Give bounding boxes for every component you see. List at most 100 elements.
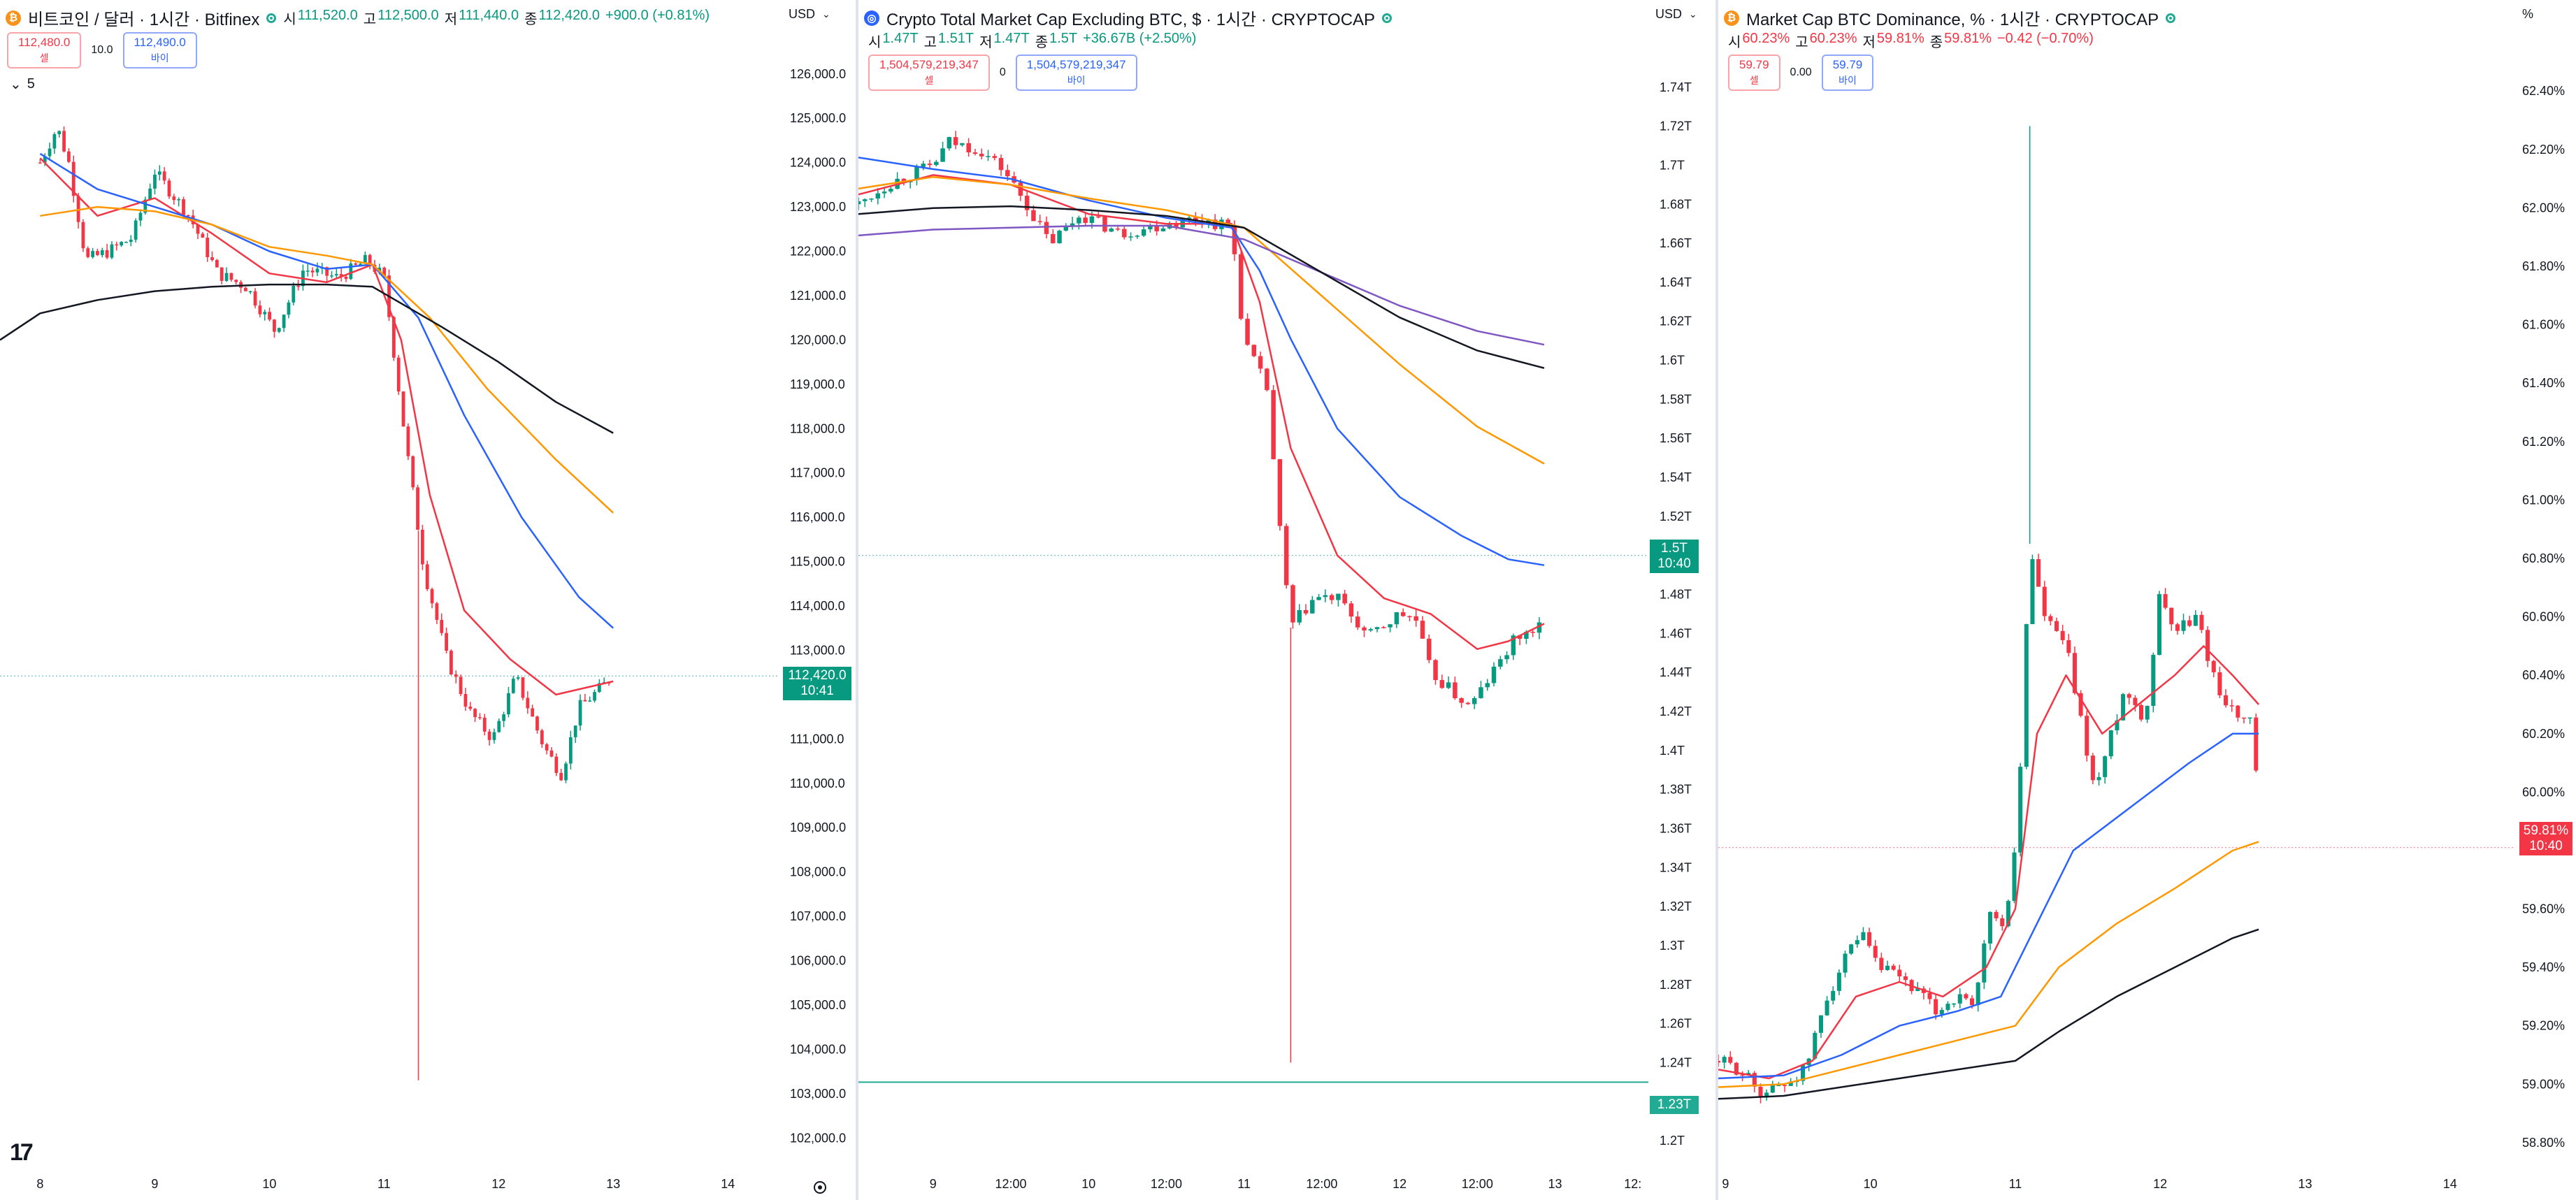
currency-selector[interactable]: USD ⌄	[789, 7, 830, 21]
price-chart-total2[interactable]: 1.74T 1.72T 1.7T 1.68T 1.66T 1.64T 1.62T 1.6T 1.…	[858, 0, 1715, 1200]
symbol-header[interactable]: ◎ Crypto Total Market Cap Excluding BTC,…	[864, 6, 1393, 30]
x-tick-label: 9	[151, 1177, 158, 1191]
y-tick-label: 60.00%	[2522, 785, 2565, 799]
candle-body	[1843, 953, 1848, 973]
y-tick-label: 1.6T	[1660, 354, 1685, 368]
sell-button[interactable]: 112,480.0 셀	[7, 32, 82, 68]
candle-body	[934, 161, 939, 166]
candle-body	[463, 693, 468, 707]
symbol-title[interactable]: Market Cap BTC Dominance, % · 1시간 · CRYP…	[1746, 10, 2159, 29]
symbol-header[interactable]: ₿ Market Cap BTC Dominance, % · 1시간 · CR…	[1724, 6, 2176, 30]
candle-body	[430, 588, 434, 604]
settings-gear-icon[interactable]	[811, 1178, 829, 1197]
candle-body	[901, 178, 907, 182]
y-tick-label: 61.40%	[2522, 376, 2565, 390]
x-tick-label: 12:00	[1462, 1177, 1493, 1191]
y-axis[interactable]: 1.74T 1.72T 1.7T 1.68T 1.66T 1.64T 1.62T 1.6T 1.…	[1660, 80, 1692, 1148]
candle-body	[1987, 911, 1992, 944]
sell-button[interactable]: 1,504,579,219,347 셀	[868, 55, 990, 91]
candle-body	[597, 683, 601, 693]
y-tick-label: 61.80%	[2522, 259, 2565, 273]
y-tick-label: 126,000.0	[790, 67, 846, 81]
currency-selector[interactable]: %	[2522, 7, 2534, 21]
indicators-toggle[interactable]: ⌄ 5	[10, 75, 35, 93]
buy-button[interactable]: 112,490.0 바이	[122, 32, 197, 68]
moving-average-line	[39, 152, 614, 629]
chevron-down-icon: ⌄	[1689, 8, 1697, 20]
x-tick-label: 12	[2153, 1177, 2167, 1191]
y-axis[interactable]: 62.40% 62.20% 62.00% 61.80% 61.60% 61.40% 61.2…	[2522, 84, 2565, 1150]
x-axis[interactable]: 9 10 11 12 13 14	[1722, 1177, 2456, 1191]
market-status-icon[interactable]	[1382, 13, 1393, 23]
y-tick-label: 1.24T	[1660, 1055, 1692, 1069]
candle-body	[2024, 624, 2029, 767]
y-tick-label: 1.3T	[1660, 939, 1685, 953]
candle-body	[1193, 217, 1198, 221]
x-axis[interactable]: 9 12:00 10 12:00 11 12:00 12 12:00 13 12:	[930, 1177, 1642, 1191]
chart-panel-btcd[interactable]: 62.40% 62.20% 62.00% 61.80% 61.60% 61.40% 61.2…	[1718, 0, 2576, 1200]
y-tick-label: 122,000.0	[790, 245, 846, 259]
candle-body	[578, 700, 582, 726]
moving-average-line	[858, 205, 1545, 369]
sell-button[interactable]: 59.79 셀	[1728, 55, 1780, 91]
symbol-header[interactable]: ₿ 비트코인 / 달러 · 1시간 · Bitfinex 시 111,520.0 …	[6, 6, 714, 30]
currency-selector[interactable]: USD ⌄	[1655, 7, 1697, 21]
candle-body	[2181, 620, 2186, 631]
x-tick-label: 8	[36, 1177, 43, 1191]
candle-body	[2060, 630, 2065, 640]
candle-body	[153, 174, 157, 189]
candle-body	[482, 717, 487, 732]
buy-button[interactable]: 1,504,579,219,347 바이	[1015, 55, 1137, 91]
symbol-title[interactable]: Crypto Total Market Cap Excluding BTC, $…	[886, 10, 1376, 29]
candle-body	[1323, 595, 1328, 598]
y-tick-label: 120,000.0	[790, 333, 846, 347]
buy-button[interactable]: 59.79 바이	[1821, 55, 1874, 91]
candle-body	[960, 143, 965, 145]
candle-body	[1969, 998, 1975, 1006]
trade-buttons: 1,504,579,219,347 셀 0 1,504,579,219,347 바이	[868, 55, 1137, 91]
candle-body	[1891, 965, 1896, 970]
candle-body	[2085, 716, 2089, 756]
y-tick-label: 60.40%	[2522, 668, 2565, 682]
candle-body	[2121, 694, 2126, 721]
price-chart-btcd[interactable]: 62.40% 62.20% 62.00% 61.80% 61.60% 61.40% 61.2…	[1718, 0, 2576, 1200]
candle-body	[1982, 943, 1987, 983]
candle-body	[354, 263, 358, 265]
chart-panel-btcusd[interactable]: 126,000.0 125,000.0 124,000.0 123,000.0 122,…	[0, 0, 856, 1200]
candle-body	[71, 161, 75, 196]
candle-body	[511, 679, 515, 693]
chart-panel-total2[interactable]: 1.74T 1.72T 1.7T 1.68T 1.66T 1.64T 1.62T 1.6T 1.…	[858, 0, 1715, 1200]
candle-body	[2127, 694, 2131, 698]
candles	[38, 126, 611, 1080]
x-tick-label: 13	[2298, 1177, 2312, 1191]
candle-body	[182, 199, 185, 215]
candle-body	[882, 191, 887, 194]
candle-body	[1381, 627, 1386, 628]
y-axis[interactable]: 126,000.0 125,000.0 124,000.0 123,000.0 122,…	[790, 67, 846, 1145]
candle-body	[554, 756, 559, 773]
y-tick-label: 104,000.0	[790, 1042, 846, 1056]
candle-body	[1180, 217, 1186, 228]
ohlc-values: 시 60.23% 고 60.23% 저 59.81% 종 59.81% −0.42 (−…	[1728, 31, 2094, 50]
y-tick-label: 103,000.0	[790, 1087, 846, 1101]
panel-divider[interactable]	[1715, 0, 1718, 1200]
candle-body	[2151, 655, 2156, 707]
panel-divider[interactable]	[856, 0, 858, 1200]
ohlc-values: 시 111,520.0 고 112,500.0 저 111,440.0 종 112,42…	[283, 8, 710, 27]
y-tick-label: 1.48T	[1660, 588, 1692, 602]
x-axis[interactable]: 8 9 10 11 12 13 14	[36, 1177, 735, 1191]
price-chart-btcusd[interactable]: 126,000.0 125,000.0 124,000.0 123,000.0 122,…	[0, 0, 856, 1200]
market-status-icon[interactable]	[266, 13, 277, 23]
symbol-title[interactable]: 비트코인 / 달러 · 1시간 · Bitfinex	[28, 10, 260, 29]
candle-body	[1141, 229, 1146, 236]
market-status-icon[interactable]	[2166, 13, 2176, 23]
candle-body	[344, 276, 348, 280]
candle-body	[1976, 982, 1980, 1006]
candle-body	[1825, 1000, 1829, 1015]
candle-body	[1251, 345, 1257, 356]
trade-buttons: 112,480.0 셀 10.0 112,490.0 바이	[7, 32, 197, 68]
candle-body	[1446, 682, 1451, 688]
candle-body	[1740, 1074, 1745, 1076]
moving-average-line	[858, 224, 1545, 346]
candle-body	[1783, 1085, 1787, 1086]
